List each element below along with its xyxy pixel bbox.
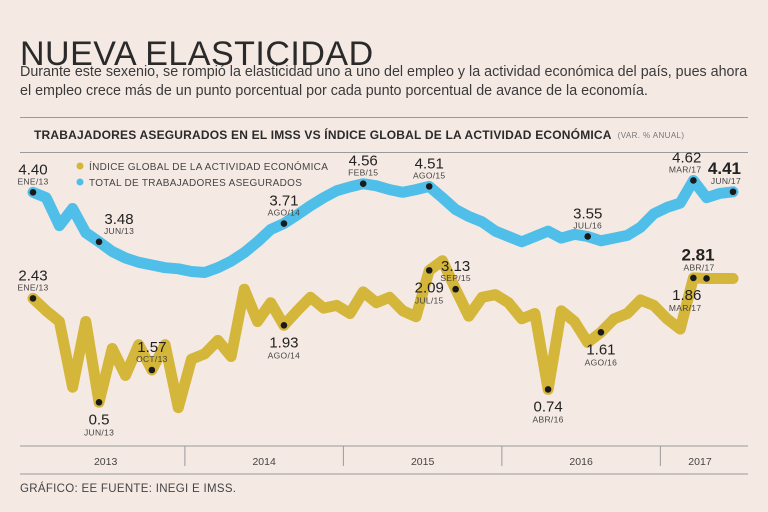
data-label-date: MAR/17 — [669, 303, 702, 313]
data-label-value: 4.40 — [18, 161, 47, 178]
data-label-value: 4.41 — [708, 159, 741, 178]
igae-point-sep-15 — [452, 285, 459, 293]
imss-point-ago-15 — [425, 183, 433, 190]
igae-point-abr-16 — [544, 386, 552, 393]
legend: ÍNDICE GLOBAL DE LA ACTIVIDAD ECONÓMICA T… — [76, 160, 328, 189]
data-label-date: MAR/17 — [669, 164, 702, 174]
imss-point-jun-17 — [729, 188, 737, 196]
legend-igae-label: ÍNDICE GLOBAL DE LA ACTIVIDAD ECONÓMICA — [89, 160, 328, 173]
data-label-date: ENE/13 — [17, 282, 48, 292]
data-label-date: ABR/17 — [683, 262, 714, 272]
data-label-date: ABR/16 — [533, 414, 564, 424]
igae-point-oct-13 — [148, 366, 156, 374]
series-lines — [27, 175, 739, 414]
data-label-value: 4.51 — [415, 155, 444, 172]
data-label-date: AGO/14 — [268, 350, 301, 360]
year-tick-label: 2014 — [252, 456, 276, 468]
data-label-date: JUN/17 — [711, 176, 741, 186]
data-label-date: OCT/13 — [136, 354, 168, 364]
data-label-value: 1.93 — [269, 334, 298, 351]
imss-point-jun-13 — [95, 238, 103, 246]
igae-point-ene-13 — [29, 295, 37, 302]
year-tick-label: 2013 — [94, 456, 118, 468]
year-tick-label: 2017 — [688, 456, 712, 468]
data-label-value: 1.86 — [672, 287, 701, 304]
chart-title: TRABAJADORES ASEGURADOS EN EL IMSS VS ÍN… — [34, 128, 612, 142]
igae-point-jul-15 — [425, 267, 433, 274]
data-label-value: 2.09 — [415, 279, 444, 296]
data-label-date: SEP/15 — [440, 273, 471, 283]
data-label-value: 4.62 — [672, 149, 701, 166]
data-label-value: 3.55 — [573, 205, 602, 222]
data-label-date: JUL/15 — [415, 295, 444, 305]
igae-series-line — [27, 255, 739, 414]
legend-imss-swatch — [76, 178, 84, 186]
igae-point-ago-16 — [597, 329, 605, 336]
imss-point-ene-13 — [29, 189, 37, 196]
data-label-value: 3.71 — [269, 193, 298, 210]
data-label-date: JUN/13 — [104, 226, 134, 236]
data-label-value: 1.57 — [137, 339, 166, 356]
data-label-date: AGO/16 — [585, 357, 618, 367]
imss-series-line — [27, 175, 739, 278]
data-label-value: 4.56 — [349, 153, 378, 170]
data-label-value: 2.43 — [18, 267, 47, 284]
igae-point-abr-17 — [703, 275, 710, 282]
chart-header: TRABAJADORES ASEGURADOS EN EL IMSS VS ÍN… — [20, 117, 748, 153]
data-label-value: 2.81 — [681, 245, 714, 264]
data-label-value: 0.5 — [89, 411, 110, 428]
data-label-date: ENE/13 — [17, 176, 48, 186]
data-points — [29, 177, 737, 406]
data-label-date: JUL/16 — [573, 220, 602, 230]
page-title: NUEVA ELASTICIDAD — [20, 34, 374, 73]
page-subtitle: Durante este sexenio, se rompió la elast… — [20, 64, 748, 99]
data-label-date: JUN/13 — [84, 427, 114, 437]
igae-point-jun-13 — [95, 399, 103, 406]
imss-point-mar-17 — [690, 177, 697, 184]
source-note: GRÁFICO: EE FUENTE: INEGI E IMSS. — [20, 483, 237, 495]
legend-igae-swatch — [76, 162, 84, 170]
chart-units: (VAR. % ANUAL) — [617, 130, 685, 140]
data-label-value: 3.48 — [104, 211, 133, 228]
imss-point-feb-15 — [359, 180, 367, 187]
year-tick-label: 2016 — [569, 456, 593, 468]
data-label-value: 3.13 — [441, 258, 470, 275]
imss-point-jul-16 — [584, 233, 592, 240]
year-tick-label: 2015 — [411, 456, 435, 468]
data-label-value: 0.74 — [533, 398, 562, 415]
imss-point-ago-14 — [280, 220, 288, 227]
x-axis: 2013 2014 2015 2016 2017 — [20, 445, 748, 475]
data-label-date: AGO/15 — [413, 170, 446, 180]
igae-point-mar-17 — [690, 274, 697, 282]
legend-imss-label: TOTAL DE TRABAJADORES ASEGURADOS — [89, 178, 302, 189]
data-label-date: AGO/14 — [268, 208, 301, 218]
igae-point-ago-14 — [280, 322, 288, 329]
data-label-value: 1.61 — [586, 341, 615, 358]
data-labels: 4.40ENE/133.48JUN/133.71AGO/144.56FEB/15… — [17, 149, 741, 437]
data-label-date: FEB/15 — [348, 168, 378, 178]
